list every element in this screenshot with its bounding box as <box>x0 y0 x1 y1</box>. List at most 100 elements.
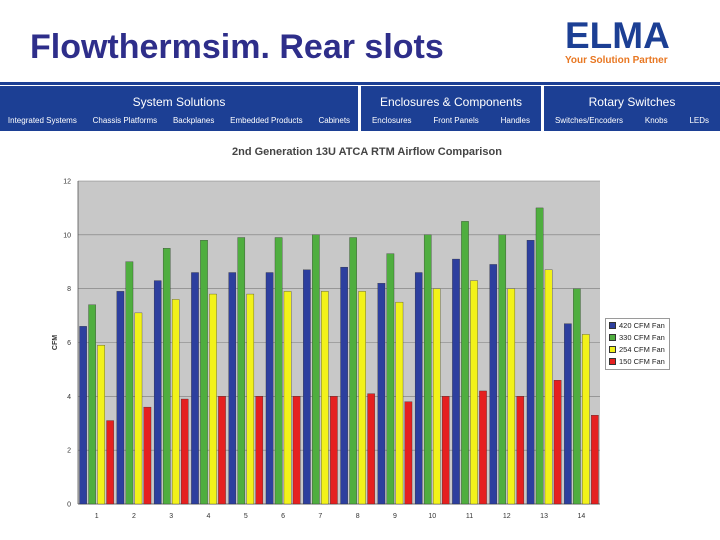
legend-label: 330 CFM Fan <box>619 332 665 342</box>
bar <box>312 234 320 505</box>
nav-item-backplanes[interactable]: Backplanes <box>172 116 215 125</box>
nav-group-enclosures-components: Enclosures & Components Enclosures Front… <box>358 86 541 131</box>
x-tick-label: 5 <box>244 513 248 520</box>
y-tick-label: 4 <box>67 394 71 401</box>
bar <box>330 396 338 505</box>
x-tick-label: 11 <box>466 513 473 520</box>
bar <box>573 288 581 505</box>
bar <box>470 280 478 505</box>
bar <box>564 323 572 505</box>
nav-group-title[interactable]: Rotary Switches <box>588 95 676 109</box>
bar <box>255 396 264 505</box>
x-tick-label: 6 <box>281 513 285 520</box>
nav-group-system-solutions: System Solutions Integrated Systems Chas… <box>0 86 358 131</box>
bar <box>303 269 311 505</box>
bar <box>349 237 357 505</box>
y-tick-label: 10 <box>63 232 71 239</box>
bar <box>79 326 87 505</box>
x-tick-label: 4 <box>207 513 211 520</box>
bar <box>479 390 487 505</box>
bar <box>200 240 208 505</box>
legend-label: 254 CFM Fan <box>619 344 665 354</box>
bar <box>274 237 283 505</box>
x-tick-label: 14 <box>577 513 585 520</box>
logo-wordmark: ELMA <box>565 15 670 56</box>
y-tick-label: 6 <box>67 340 71 347</box>
bar <box>134 312 143 505</box>
legend-label: 150 CFM Fan <box>619 356 665 366</box>
bar <box>395 301 404 505</box>
nav-item-integrated-systems[interactable]: Integrated Systems <box>7 116 77 125</box>
elma-logo: ELMA Your Solution Partner <box>565 15 695 68</box>
bar <box>340 266 348 505</box>
legend-swatch <box>609 333 616 341</box>
x-tick-label: 10 <box>428 513 436 520</box>
bar <box>116 291 125 505</box>
bar <box>507 288 516 505</box>
bar <box>535 207 544 505</box>
nav-item-chassis-platforms[interactable]: Chassis Platforms <box>92 116 158 125</box>
x-tick-label: 1 <box>95 513 99 520</box>
nav-item-switches-encoders[interactable]: Switches/Encoders <box>554 116 623 125</box>
bar <box>292 396 301 505</box>
y-tick-label: 12 <box>63 179 71 186</box>
legend-entry: 330 CFM Fan <box>606 331 669 343</box>
x-tick-label: 13 <box>540 513 548 520</box>
legend-swatch <box>609 357 616 365</box>
bar <box>143 406 152 505</box>
bar <box>162 248 171 505</box>
nav-item-cabinets[interactable]: Cabinets <box>318 116 351 125</box>
bar <box>283 291 292 505</box>
bar <box>265 272 274 505</box>
x-tick-label: 12 <box>503 513 511 520</box>
legend-label: 420 CFM Fan <box>619 320 665 330</box>
x-tick-label: 3 <box>169 513 173 520</box>
bar <box>386 253 395 505</box>
bar <box>377 283 386 505</box>
bar <box>516 396 525 505</box>
bar <box>452 258 460 505</box>
bar <box>88 304 96 505</box>
bar <box>209 293 217 505</box>
x-tick-label: 7 <box>318 513 322 520</box>
bar <box>423 234 432 505</box>
nav-item-front-panels[interactable]: Front Panels <box>433 116 479 125</box>
bar <box>461 221 469 505</box>
chart-legend: 420 CFM Fan 330 CFM Fan 254 CFM Fan 150 CFM… <box>605 318 670 370</box>
bar <box>553 380 562 505</box>
bar <box>218 396 226 505</box>
category-nav-bar: System Solutions Integrated Systems Chas… <box>0 86 720 131</box>
nav-item-knobs[interactable]: Knobs <box>644 116 668 125</box>
bar <box>432 288 441 505</box>
nav-item-embedded-products[interactable]: Embedded Products <box>230 116 303 125</box>
legend-swatch <box>609 321 616 329</box>
bar <box>404 401 413 505</box>
y-tick-label: 8 <box>67 286 71 293</box>
bar <box>498 234 507 505</box>
bar <box>125 261 134 505</box>
bar <box>526 240 535 505</box>
nav-group-rotary-switches: Rotary Switches Switches/Encoders Knobs … <box>541 86 720 131</box>
bar <box>191 272 199 505</box>
slide-title: Flowthermsim. Rear slots <box>30 28 444 66</box>
nav-item-handles[interactable]: Handles <box>500 116 531 125</box>
bar <box>489 264 498 505</box>
nav-item-leds[interactable]: LEDs <box>689 116 710 125</box>
bar <box>582 334 590 505</box>
x-tick-label: 2 <box>132 513 136 520</box>
logo-tagline: Your Solution Partner <box>565 55 668 66</box>
legend-entry: 254 CFM Fan <box>606 343 669 355</box>
bar <box>97 345 105 505</box>
legend-swatch <box>609 345 616 353</box>
nav-group-title[interactable]: System Solutions <box>132 95 226 109</box>
nav-item-enclosures[interactable]: Enclosures <box>371 116 412 125</box>
x-tick-label: 8 <box>356 513 360 520</box>
x-tick-label: 9 <box>393 513 397 520</box>
bar <box>237 237 246 505</box>
nav-group-title[interactable]: Enclosures & Components <box>379 95 523 109</box>
y-tick-label: 0 <box>67 502 71 509</box>
bar <box>414 272 423 505</box>
bar <box>441 396 450 505</box>
bar <box>106 420 114 505</box>
